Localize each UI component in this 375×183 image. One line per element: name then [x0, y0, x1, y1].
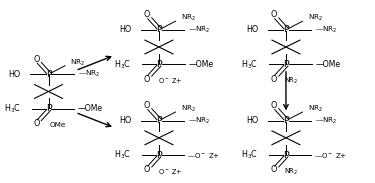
Text: O: O — [33, 119, 39, 128]
Text: HO: HO — [246, 116, 258, 125]
Text: P: P — [283, 60, 289, 69]
Text: P: P — [156, 25, 162, 34]
Text: O: O — [271, 101, 277, 110]
Text: HO: HO — [9, 70, 21, 79]
Text: —OMe: —OMe — [315, 60, 340, 69]
Text: O: O — [144, 165, 150, 174]
Text: H$_3$C: H$_3$C — [241, 149, 258, 161]
Text: —NR$_2$: —NR$_2$ — [78, 69, 100, 79]
Text: O: O — [271, 75, 277, 84]
Text: P: P — [156, 151, 162, 160]
Text: —OMe: —OMe — [188, 60, 213, 69]
Text: P: P — [46, 70, 51, 79]
Text: O: O — [144, 101, 150, 110]
Text: NR$_2$: NR$_2$ — [308, 104, 322, 114]
Text: NR$_2$: NR$_2$ — [308, 13, 322, 23]
Text: H$_3$C: H$_3$C — [114, 149, 131, 161]
Text: —OMe: —OMe — [78, 104, 103, 113]
Text: —NR$_2$: —NR$_2$ — [188, 25, 211, 35]
Text: O: O — [144, 75, 150, 84]
Text: HO: HO — [119, 25, 131, 34]
Text: NR$_2$: NR$_2$ — [181, 13, 196, 23]
Text: H$_3$C: H$_3$C — [241, 58, 258, 70]
Text: NR$_2$: NR$_2$ — [284, 76, 298, 86]
Text: —NR$_2$: —NR$_2$ — [315, 115, 338, 126]
Text: HO: HO — [246, 25, 258, 34]
Text: O: O — [33, 55, 39, 64]
Text: O: O — [271, 10, 277, 19]
Text: O$^-$ Z+: O$^-$ Z+ — [158, 76, 183, 85]
Text: HO: HO — [119, 116, 131, 125]
Text: —NR$_2$: —NR$_2$ — [315, 25, 338, 35]
Text: P: P — [156, 60, 162, 69]
Text: O$^-$ Z+: O$^-$ Z+ — [158, 167, 183, 176]
Text: NR$_2$: NR$_2$ — [181, 104, 196, 114]
Text: P: P — [283, 151, 289, 160]
Text: H$_3$C: H$_3$C — [4, 102, 21, 115]
Text: H$_3$C: H$_3$C — [114, 58, 131, 70]
Text: —O$^-$ Z+: —O$^-$ Z+ — [314, 151, 346, 160]
Text: OMe: OMe — [50, 122, 66, 128]
Text: NR$_2$: NR$_2$ — [284, 167, 298, 177]
Text: —O$^-$ Z+: —O$^-$ Z+ — [186, 151, 219, 160]
Text: O: O — [271, 165, 277, 174]
Text: P: P — [283, 25, 289, 34]
Text: P: P — [156, 116, 162, 125]
Text: —NR$_2$: —NR$_2$ — [188, 115, 211, 126]
Text: P: P — [46, 104, 51, 113]
Text: P: P — [283, 116, 289, 125]
Text: O: O — [144, 10, 150, 19]
Text: NR$_2$: NR$_2$ — [70, 58, 85, 68]
